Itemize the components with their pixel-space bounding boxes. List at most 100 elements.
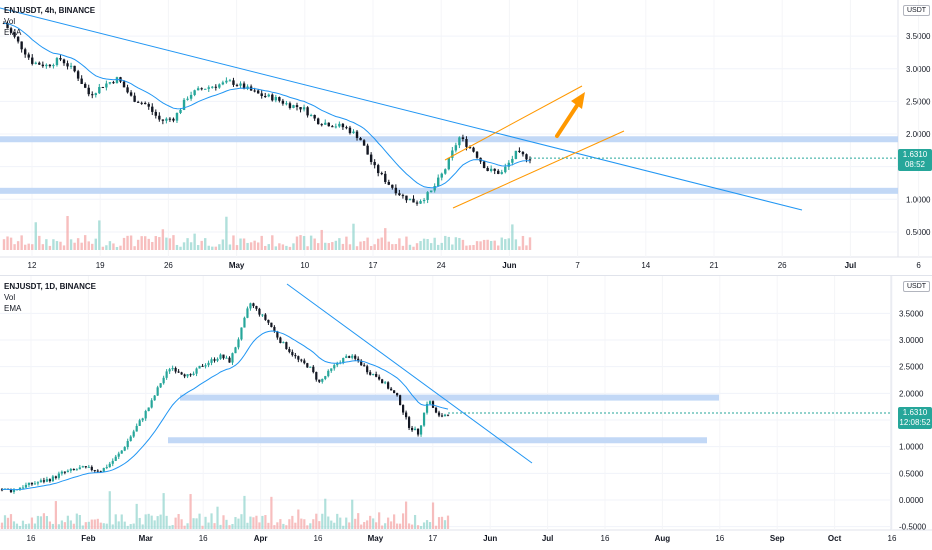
volume-bar bbox=[317, 243, 319, 250]
candle-body bbox=[261, 93, 263, 96]
chart-4h[interactable]: 3.50003.00002.50002.00001.50001.00000.50… bbox=[0, 0, 932, 275]
candle-body bbox=[476, 152, 478, 158]
volume-bar bbox=[10, 238, 12, 250]
candle-body bbox=[88, 467, 90, 468]
candle-body bbox=[195, 369, 197, 374]
x-tick-label: 7 bbox=[575, 261, 580, 270]
candle-body bbox=[490, 169, 492, 171]
candle-countdown: 12:08:52 bbox=[898, 418, 932, 428]
candle-body bbox=[232, 80, 234, 84]
volume-bar bbox=[335, 241, 337, 250]
candle-body bbox=[349, 128, 351, 133]
candle-body bbox=[80, 79, 82, 84]
volume-bar bbox=[420, 526, 422, 529]
candle-body bbox=[84, 84, 86, 88]
candle-body bbox=[333, 365, 335, 368]
candle-body bbox=[525, 154, 527, 159]
chart-1d-canvas[interactable]: 3.50003.00002.50002.00001.50001.00000.50… bbox=[0, 276, 932, 550]
volume-bar bbox=[508, 238, 510, 250]
volume-bar bbox=[82, 525, 84, 529]
symbol-title[interactable]: ENJUSDT, 4h, BINANCE bbox=[4, 5, 95, 16]
volume-bar bbox=[151, 242, 153, 250]
x-tick-label: Oct bbox=[828, 534, 842, 543]
candle-body bbox=[261, 315, 263, 316]
candle-body bbox=[396, 393, 398, 395]
volume-bar bbox=[429, 522, 431, 529]
y-tick-label: 0.5000 bbox=[899, 469, 924, 478]
volume-bar bbox=[58, 524, 60, 529]
candle-body bbox=[515, 151, 517, 159]
candle-body bbox=[66, 63, 68, 66]
candle-body bbox=[444, 169, 446, 173]
currency-label[interactable]: USDT bbox=[903, 5, 930, 16]
volume-bar bbox=[52, 524, 54, 529]
candle-body bbox=[310, 115, 312, 116]
chart-4h-canvas[interactable]: 3.50003.00002.50002.00001.50001.00000.50… bbox=[0, 0, 932, 275]
volume-indicator-label[interactable]: Vol bbox=[4, 292, 96, 303]
candle-body bbox=[465, 139, 467, 147]
candle-body bbox=[312, 367, 314, 372]
volume-bar bbox=[306, 525, 308, 529]
candle-body bbox=[381, 379, 383, 383]
x-tick-label: May bbox=[229, 261, 245, 270]
candle-body bbox=[366, 366, 368, 372]
ema-indicator-label[interactable]: EMA bbox=[4, 27, 95, 38]
volume-bar bbox=[270, 497, 272, 529]
volume-bar bbox=[190, 242, 192, 250]
symbol-title[interactable]: ENJUSDT, 1D, BINANCE bbox=[4, 281, 96, 292]
candle-body bbox=[222, 82, 224, 84]
volume-bar bbox=[435, 526, 437, 529]
ema-indicator-label[interactable]: EMA bbox=[4, 303, 96, 314]
volume-bar bbox=[189, 494, 191, 529]
candle-body bbox=[133, 431, 135, 436]
volume-bar bbox=[234, 517, 236, 529]
volume-bar bbox=[352, 224, 354, 250]
candle-body bbox=[46, 479, 48, 482]
candle-body bbox=[419, 201, 421, 204]
candle-body bbox=[118, 454, 120, 457]
candle-body bbox=[412, 199, 414, 203]
candle-body bbox=[160, 383, 162, 387]
volume-bar bbox=[291, 516, 293, 529]
candle-body bbox=[278, 97, 280, 101]
candle-body bbox=[179, 110, 181, 113]
volume-bar bbox=[215, 247, 217, 250]
volume-bar bbox=[24, 245, 26, 250]
chart-1d[interactable]: 3.50003.00002.50002.00001.50001.00000.50… bbox=[0, 275, 932, 550]
candle-body bbox=[70, 66, 72, 67]
candle-body bbox=[493, 169, 495, 171]
volume-bar bbox=[479, 241, 481, 250]
candle-body bbox=[285, 103, 287, 104]
volume-bar bbox=[276, 522, 278, 529]
y-tick-label: 3.5000 bbox=[899, 309, 924, 318]
volume-bar bbox=[204, 238, 206, 250]
currency-label[interactable]: USDT bbox=[903, 281, 930, 292]
candle-body bbox=[198, 366, 200, 369]
volume-bar bbox=[282, 244, 284, 250]
candle-body bbox=[112, 461, 114, 464]
volume-bar bbox=[112, 243, 114, 250]
volume-bar bbox=[396, 524, 398, 529]
candle-body bbox=[252, 303, 254, 306]
volume-bar bbox=[351, 500, 353, 529]
candle-body bbox=[28, 483, 30, 485]
volume-indicator-label[interactable]: Vol bbox=[4, 16, 95, 27]
candle-body bbox=[70, 469, 72, 471]
y-tick-label: 1.0000 bbox=[899, 443, 924, 452]
x-tick-label: 26 bbox=[778, 261, 787, 270]
volume-bar bbox=[49, 522, 51, 529]
volume-bar bbox=[229, 244, 231, 250]
volume-bar bbox=[378, 512, 380, 529]
candle-body bbox=[144, 103, 146, 104]
volume-bar bbox=[321, 230, 323, 250]
candle-body bbox=[387, 382, 389, 388]
candle-body bbox=[472, 148, 474, 152]
candle-body bbox=[126, 87, 128, 92]
candle-body bbox=[315, 372, 317, 380]
volume-bar bbox=[395, 244, 397, 250]
ema-line bbox=[2, 331, 448, 490]
candle-body bbox=[435, 408, 437, 413]
volume-bar bbox=[175, 518, 177, 529]
x-tick-label: Jun bbox=[502, 261, 516, 270]
volume-bar bbox=[309, 523, 311, 529]
